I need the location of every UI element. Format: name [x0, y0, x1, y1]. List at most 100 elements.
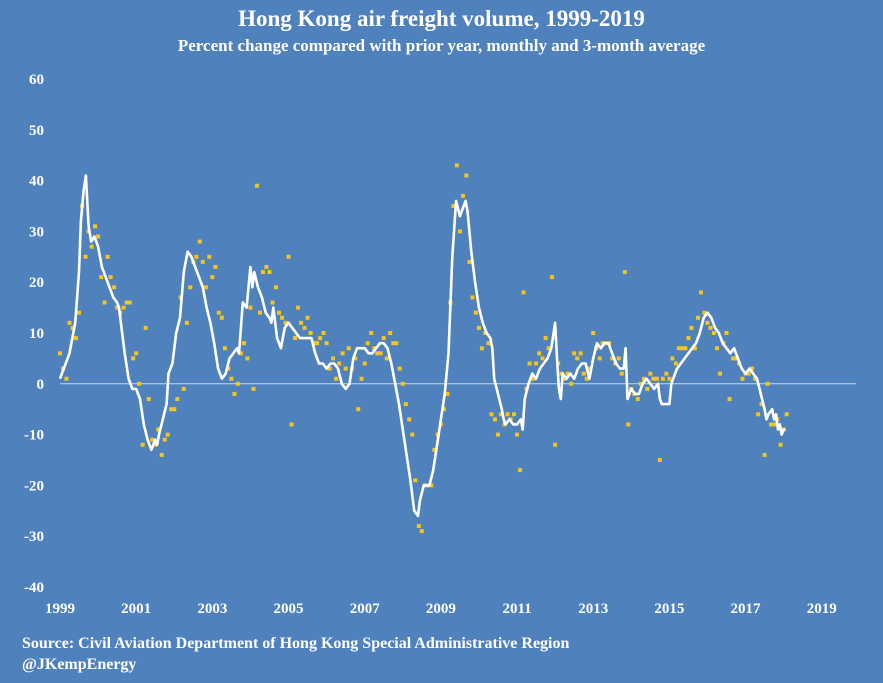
monthly-point	[213, 264, 218, 269]
monthly-point	[245, 356, 250, 361]
monthly-point	[251, 386, 256, 391]
monthly-point	[698, 290, 703, 295]
monthly-point	[708, 325, 713, 330]
monthly-point	[292, 336, 297, 341]
x-tick-label: 2017	[731, 601, 762, 617]
monthly-point	[235, 381, 240, 386]
monthly-point	[280, 315, 285, 320]
monthly-point	[283, 320, 288, 325]
monthly-point	[372, 346, 377, 351]
monthly-point	[260, 270, 265, 275]
monthly-point	[340, 351, 345, 356]
monthly-point	[457, 229, 462, 234]
monthly-point	[654, 376, 659, 381]
monthly-point	[137, 381, 142, 386]
monthly-point	[750, 366, 755, 371]
monthly-point	[686, 336, 691, 341]
monthly-point	[486, 341, 491, 346]
monthly-point	[550, 275, 555, 280]
monthly-point	[165, 432, 170, 437]
monthly-point	[772, 422, 777, 427]
monthly-point	[638, 381, 643, 386]
monthly-point	[759, 402, 764, 407]
monthly-point	[553, 442, 558, 447]
monthly-point	[276, 310, 281, 315]
monthly-point	[131, 356, 136, 361]
monthly-point	[407, 417, 412, 422]
monthly-point	[460, 193, 465, 198]
monthly-point	[569, 381, 574, 386]
monthly-point	[197, 239, 202, 244]
y-tick-label: -20	[24, 478, 44, 494]
monthly-point	[667, 376, 672, 381]
monthly-point	[67, 320, 72, 325]
monthly-markers	[58, 163, 789, 534]
y-tick-label: -30	[24, 529, 44, 545]
monthly-point	[356, 407, 361, 412]
monthly-point	[511, 412, 516, 417]
monthly-point	[572, 351, 577, 356]
y-tick-label: 60	[29, 72, 44, 88]
y-tick-label: -40	[24, 580, 44, 596]
x-axis: 1999 2001 2003 2005 2007 2009 2011 2013 2015 2017…	[45, 601, 837, 617]
monthly-point	[108, 275, 113, 280]
monthly-point	[219, 315, 224, 320]
x-tick-label: 2001	[121, 601, 151, 617]
monthly-point	[584, 376, 589, 381]
monthly-point	[115, 305, 120, 310]
x-tick-label: 2009	[426, 601, 456, 617]
monthly-point	[270, 300, 275, 305]
monthly-point	[102, 300, 107, 305]
monthly-point	[537, 351, 542, 356]
monthly-point	[714, 346, 719, 351]
monthly-point	[597, 356, 602, 361]
monthly-point	[289, 422, 294, 427]
monthly-point	[64, 376, 69, 381]
source-note: Source: Civil Aviation Department of Hon…	[22, 635, 570, 652]
x-tick-label: 1999	[45, 601, 75, 617]
monthly-point	[150, 437, 155, 442]
monthly-point	[753, 376, 758, 381]
monthly-point	[769, 422, 774, 427]
monthly-point	[73, 336, 78, 341]
monthly-point	[641, 376, 646, 381]
monthly-point	[188, 285, 193, 290]
monthly-point	[226, 366, 231, 371]
monthly-point	[184, 320, 189, 325]
monthly-point	[416, 524, 421, 529]
monthly-point	[296, 305, 301, 310]
three-month-average-line	[58, 174, 786, 518]
monthly-point	[121, 305, 126, 310]
monthly-point	[315, 341, 320, 346]
y-tick-label: 30	[29, 224, 44, 240]
monthly-point	[365, 341, 370, 346]
monthly-point	[384, 356, 389, 361]
x-tick-label: 2003	[197, 601, 227, 617]
monthly-point	[410, 432, 415, 437]
monthly-point	[162, 437, 167, 442]
monthly-point	[112, 285, 117, 290]
monthly-point	[419, 529, 424, 534]
monthly-point	[403, 402, 408, 407]
monthly-point	[140, 442, 145, 447]
monthly-point	[730, 356, 735, 361]
monthly-point	[479, 346, 484, 351]
monthly-point	[286, 254, 291, 259]
monthly-point	[156, 427, 161, 432]
monthly-point	[58, 351, 62, 356]
monthly-point	[124, 300, 129, 305]
monthly-point	[756, 412, 761, 417]
monthly-point	[207, 254, 212, 259]
monthly-point	[489, 412, 494, 417]
monthly-point	[495, 432, 500, 437]
monthly-point	[400, 381, 405, 386]
monthly-point	[99, 275, 104, 280]
monthly-point	[146, 397, 151, 402]
x-tick-label: 2013	[578, 601, 608, 617]
monthly-point	[175, 397, 180, 402]
monthly-point	[581, 371, 586, 376]
chart-title: Hong Kong air freight volume, 1999-2019	[238, 6, 645, 31]
monthly-point	[746, 371, 751, 376]
monthly-point	[451, 204, 456, 208]
monthly-point	[143, 325, 148, 330]
